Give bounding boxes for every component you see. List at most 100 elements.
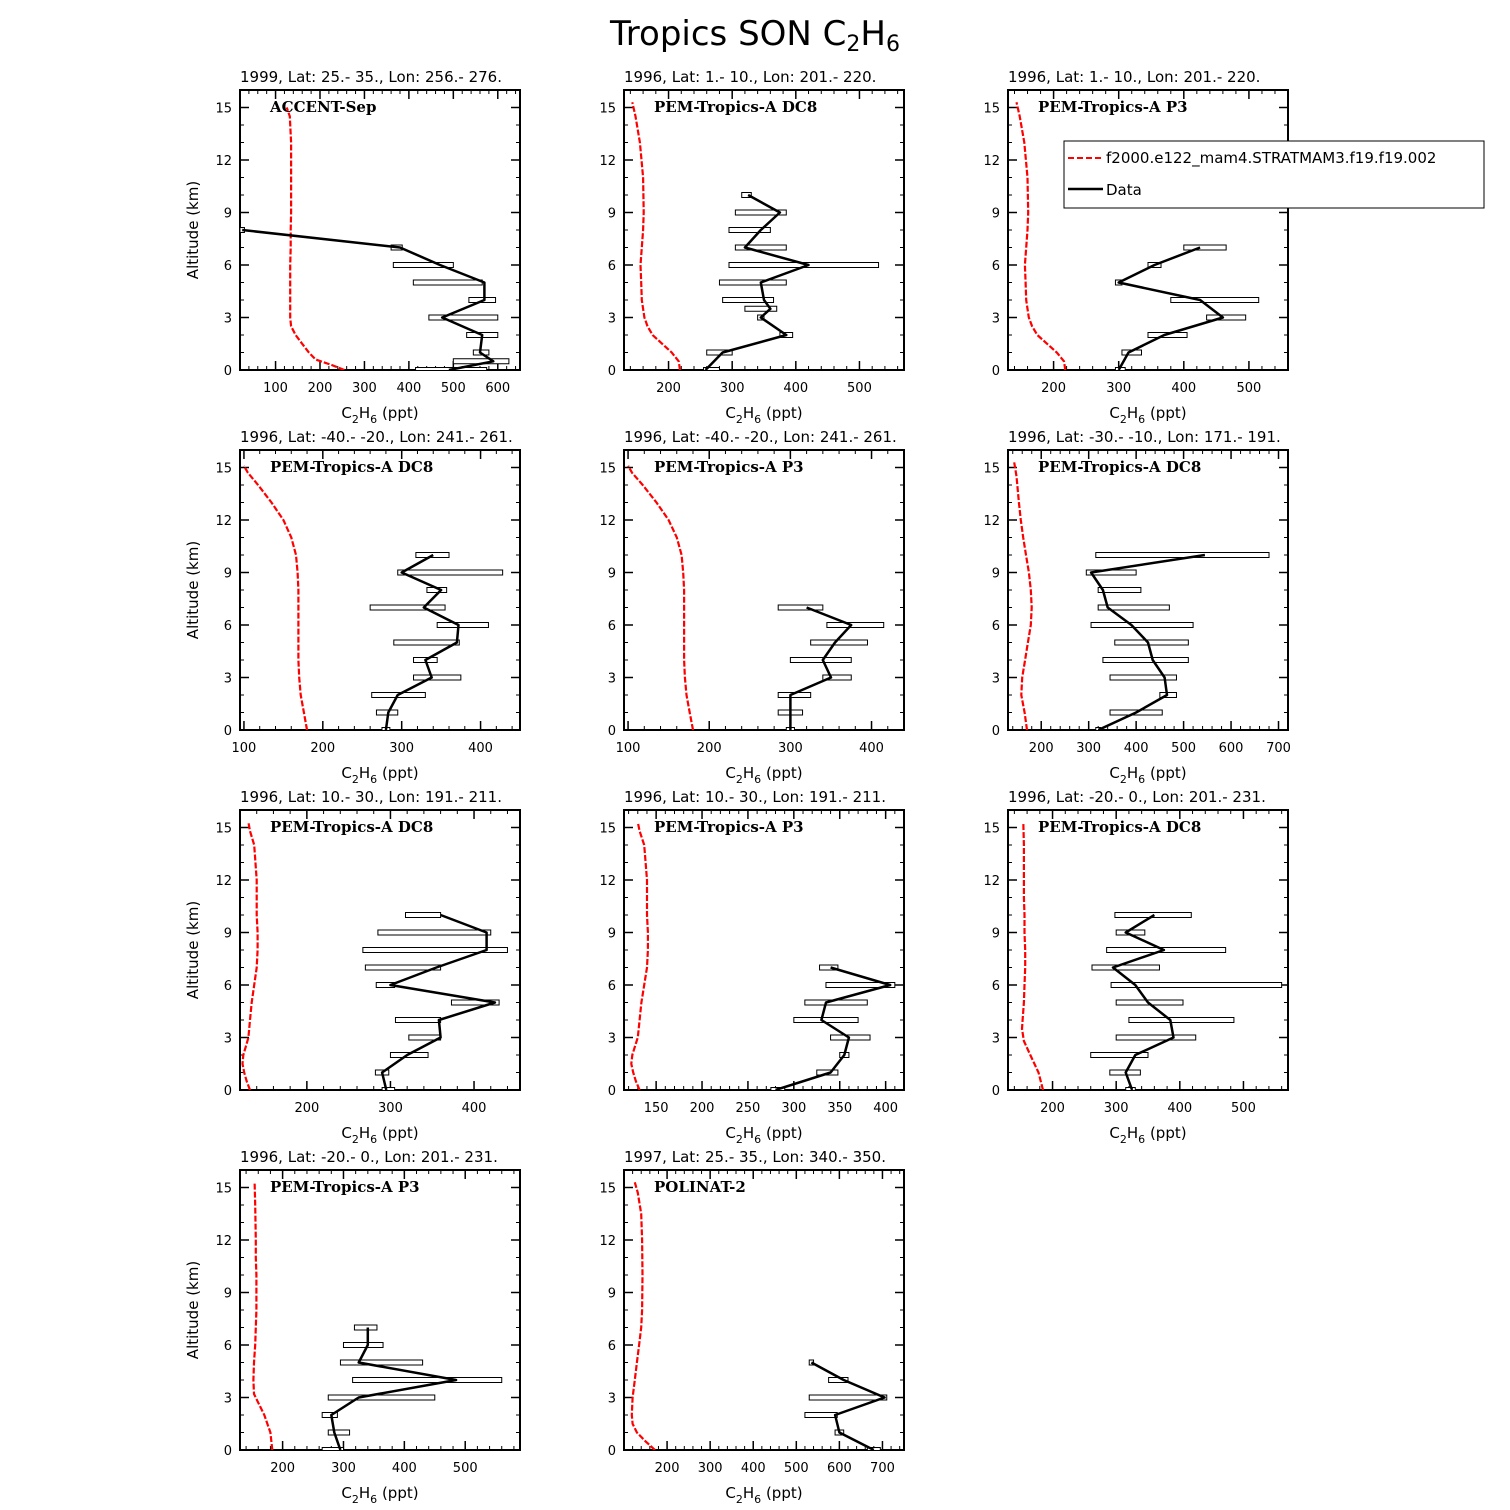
x-tick-label: 300 — [781, 1101, 806, 1116]
x-axis-label: C2H6 (ppt) — [1109, 764, 1186, 786]
x-tick-label: 150 — [644, 1101, 669, 1116]
x-axis-label-part: 6 — [1138, 1133, 1145, 1146]
x-tick-label: 200 — [308, 381, 333, 396]
panel-1: 100 200 300 400 500 600 0 3 6 9 12 15 1999, Lat: 25.… — [184, 68, 521, 426]
x-tick-label: 400 — [396, 381, 421, 396]
x-tick-label: 500 — [1231, 1101, 1256, 1116]
data-range-box — [436, 622, 489, 628]
y-tick-label: 12 — [215, 154, 232, 169]
data-range-box — [1109, 674, 1177, 681]
data-range-box — [804, 1412, 838, 1418]
y-tick-label: 15 — [215, 822, 232, 837]
y-tick-label: 0 — [992, 1084, 1000, 1099]
panel-7: 200 300 400 0 3 6 9 12 15 1996, Lat: 10.- 30., Lo… — [184, 788, 521, 1146]
x-tick-label: 300 — [1104, 1101, 1129, 1116]
x-axis-label: C2H6 (ppt) — [341, 764, 418, 786]
y-tick-label: 15 — [599, 102, 616, 117]
y-axis-label: Altitude (km) — [184, 181, 202, 279]
x-axis-label: C2H6 (ppt) — [341, 1124, 418, 1146]
panel-frame — [623, 809, 905, 1091]
data-range-box — [339, 1359, 424, 1366]
x-axis-label-part: 2 — [736, 773, 743, 786]
y-tick-label: 15 — [599, 462, 616, 477]
panel-campaign-name: PEM-Tropics-A DC8 — [270, 458, 433, 476]
data-range-box — [822, 674, 852, 681]
data-range-box — [342, 1342, 384, 1348]
panel-plot-area — [1013, 462, 1270, 730]
x-tick-label: 400 — [859, 741, 884, 756]
panel-plot-area — [630, 822, 896, 1090]
y-tick-label: 3 — [608, 312, 616, 327]
figure-title: Tropics SON C2H6 — [609, 14, 900, 57]
panel-campaign-name: ACCENT-Sep — [269, 98, 376, 116]
panel-plot-area — [242, 465, 504, 730]
panel-11: 200 300 400 500 600 700 0 3 6 9 12 15 1997, Lat: 25.… — [599, 1148, 905, 1506]
x-axis-label-part: H — [359, 1484, 370, 1502]
y-tick-label: 15 — [215, 102, 232, 117]
model-profile-line — [627, 465, 695, 730]
x-axis-label-part: C — [1109, 764, 1119, 782]
data-range-box — [1090, 1052, 1149, 1058]
panel-subtitle: 1996, Lat: 10.- 30., Lon: 191.- 211. — [624, 788, 886, 806]
data-range-box — [369, 604, 446, 611]
x-axis-label-part: (ppt) — [377, 764, 418, 782]
panel-campaign-name: PEM-Tropics-A DC8 — [1038, 818, 1201, 836]
x-axis-label-part: C — [341, 404, 351, 422]
panel-frame — [239, 449, 521, 731]
y-tick-label: 3 — [224, 312, 232, 327]
x-axis-label-part: C — [1109, 404, 1119, 422]
data-range-box — [830, 1034, 871, 1041]
panel-2: 200 300 400 500 0 3 6 9 12 15 1996, Lat: 1.- 10., … — [599, 68, 905, 426]
data-range-box — [734, 209, 787, 216]
data-range-box — [1114, 639, 1189, 646]
data-range-box — [404, 912, 442, 918]
x-tick-label: 300 — [778, 741, 803, 756]
x-tick-label: 400 — [468, 741, 493, 756]
x-axis-label-part: (ppt) — [377, 1124, 418, 1142]
panel-5: 100 200 300 400 0 3 6 9 12 15 1996, Lat: -40.- -20… — [599, 428, 905, 786]
data-range-box — [381, 1087, 396, 1090]
y-tick-label: 3 — [224, 672, 232, 687]
observed-profile-line — [242, 228, 495, 370]
x-tick-label: 400 — [1124, 741, 1149, 756]
data-range-box — [327, 1429, 351, 1436]
model-profile-line — [252, 1182, 274, 1450]
legend-data-label: Data — [1106, 181, 1142, 199]
x-axis-label-part: 6 — [370, 773, 377, 786]
observed-profile-line — [775, 966, 892, 1090]
legend-model-label: f2000.e122_mam4.STRATMAM3.f19.f19.002 — [1106, 149, 1436, 168]
y-tick-label: 12 — [599, 514, 616, 529]
y-axis-label: Altitude (km) — [184, 901, 202, 999]
y-tick-label: 15 — [215, 1182, 232, 1197]
observed-profile-line — [704, 193, 810, 370]
data-range-box — [1102, 657, 1189, 663]
panel-plot-area — [631, 102, 880, 370]
y-tick-label: 9 — [224, 567, 232, 582]
data-range-box — [718, 279, 787, 286]
y-tick-label: 9 — [992, 567, 1000, 582]
x-tick-label: 400 — [462, 1101, 487, 1116]
y-tick-label: 12 — [983, 874, 1000, 889]
panel-subtitle: 1997, Lat: 25.- 35., Lon: 340.- 350. — [624, 1148, 886, 1166]
x-axis-label-part: 6 — [1138, 773, 1145, 786]
x-axis-label-part: 2 — [352, 773, 359, 786]
panel-plot-area — [240, 107, 510, 370]
x-axis-label-part: 6 — [754, 413, 761, 426]
x-axis-label-part: (ppt) — [761, 1124, 802, 1142]
x-axis-label-part: C — [341, 1484, 351, 1502]
x-axis-label: C2H6 (ppt) — [725, 1484, 802, 1506]
x-axis-label-part: (ppt) — [761, 764, 802, 782]
panel-campaign-name: PEM-Tropics-A DC8 — [654, 98, 817, 116]
y-tick-label: 3 — [224, 1392, 232, 1407]
data-range-box — [741, 192, 752, 198]
x-tick-label: 500 — [784, 1461, 809, 1476]
y-axis-label: Altitude (km) — [184, 541, 202, 639]
observed-profile-line — [330, 1327, 458, 1450]
y-tick-label: 15 — [599, 822, 616, 837]
x-axis-label-part: (ppt) — [1145, 404, 1186, 422]
panel-frame — [1007, 449, 1289, 731]
x-axis-label: C2H6 (ppt) — [341, 404, 418, 426]
data-range-box — [321, 1412, 338, 1418]
